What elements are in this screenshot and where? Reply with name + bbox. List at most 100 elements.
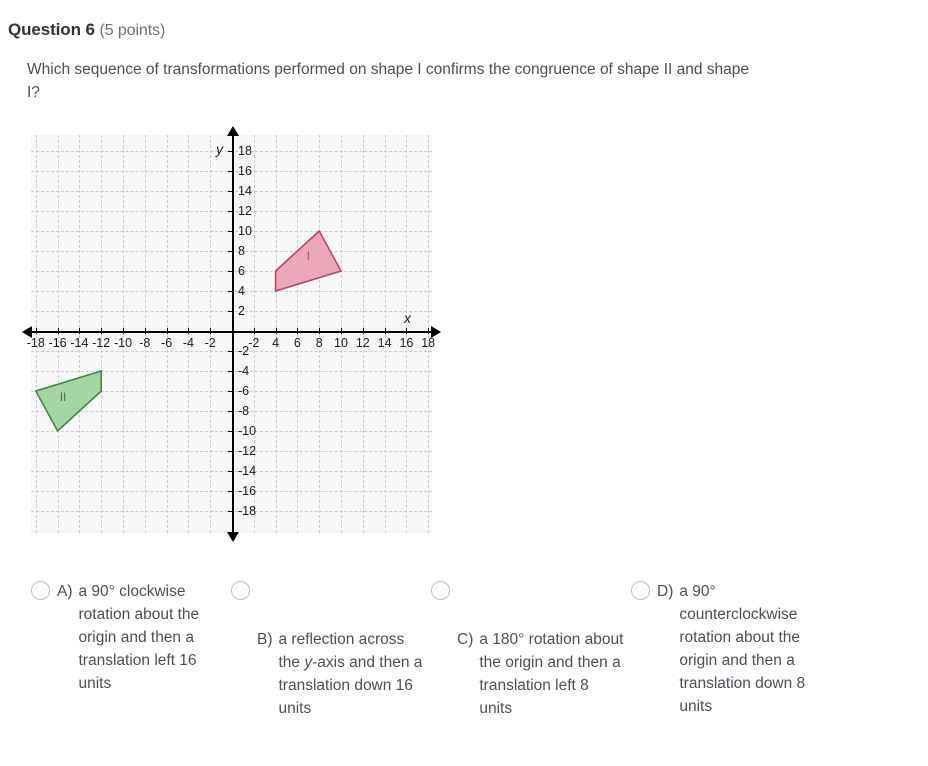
x-axis-tick [384, 328, 386, 334]
x-tick-label: 12 [355, 336, 370, 350]
x-axis-tick [79, 328, 81, 334]
y-axis-tick [228, 251, 234, 252]
y-axis-tick [228, 411, 234, 412]
y-axis-tick [228, 211, 234, 212]
y-axis-tick [228, 491, 234, 492]
gridline-vertical [101, 135, 103, 533]
y-axis-tick [228, 271, 234, 272]
y-tick-label: 12 [238, 204, 252, 218]
x-tick-label: 4 [272, 336, 280, 350]
y-tick-label: -2 [238, 344, 250, 358]
y-axis-tick [228, 351, 234, 352]
question-points: (5 points) [99, 22, 166, 39]
x-tick-label: -12 [92, 336, 111, 350]
shape-i [274, 229, 343, 293]
x-tick-label: 14 [377, 336, 392, 350]
y-axis-tick [228, 191, 234, 192]
y-axis-tick [228, 311, 234, 312]
option-b-text: a reflection across the y-axis and then … [278, 631, 423, 717]
y-tick-label: -4 [238, 364, 250, 378]
x-axis-line [31, 331, 432, 333]
option-b[interactable]: B) a reflection across the y-axis and th… [227, 575, 427, 760]
radio-option-d[interactable] [631, 581, 650, 600]
y-tick-label: 4 [238, 284, 245, 298]
radio-option-a[interactable] [31, 581, 50, 600]
gridline-vertical [79, 135, 81, 533]
shape-i-label: I [306, 249, 310, 263]
x-tick-label: -10 [113, 336, 133, 350]
y-axis-tick [228, 171, 234, 172]
x-tick-label: -4 [182, 336, 194, 350]
x-tick-label: -2 [204, 336, 216, 350]
gridline-vertical [406, 135, 408, 533]
x-axis-right-arrow-icon [431, 326, 441, 338]
x-axis-tick [406, 328, 408, 334]
x-tick-label: 16 [399, 336, 414, 350]
option-a-letter: A) [57, 583, 73, 600]
radio-option-b[interactable] [231, 581, 250, 600]
x-axis-tick [210, 328, 212, 334]
radio-option-c[interactable] [431, 581, 450, 600]
option-a[interactable]: A) a 90° clockwise rotation about the or… [27, 575, 227, 760]
question-header: Question 6 (5 points) [8, 20, 165, 40]
y-tick-label: -14 [238, 464, 257, 478]
y-tick-label: -6 [238, 384, 250, 398]
option-a-text: a 90° clockwise rotation about the origi… [78, 583, 200, 692]
option-d-text: a 90° counterclockwise rotation about th… [679, 583, 806, 715]
gridline-vertical [428, 135, 430, 533]
y-axis-tick [228, 471, 234, 472]
x-tick-label: 6 [293, 336, 301, 350]
y-tick-label: 18 [238, 144, 252, 158]
x-axis-tick [341, 328, 342, 334]
gridline-vertical [188, 135, 190, 533]
question-title: Question 6 [8, 20, 95, 39]
x-axis-tick [188, 328, 190, 334]
option-d-body: D) a 90° counterclockwise rotation about… [657, 580, 825, 718]
x-tick-label: -6 [161, 336, 173, 350]
y-tick-label: -8 [238, 404, 250, 418]
y-axis-tick [228, 391, 234, 392]
x-axis-tick [101, 328, 103, 334]
y-tick-label: 2 [238, 304, 245, 318]
gridline-vertical [319, 135, 321, 533]
x-axis-tick [319, 328, 321, 334]
graph-background [31, 135, 432, 533]
y-tick-label: 6 [238, 264, 245, 278]
x-axis-tick [35, 328, 37, 334]
x-axis-tick [57, 328, 59, 334]
option-d-letter: D) [657, 583, 674, 600]
gridline-vertical [210, 135, 212, 533]
option-c-body: C) a 180° rotation about the origin and … [457, 628, 625, 720]
gridline-vertical [144, 135, 146, 533]
y-axis-tick [228, 451, 234, 452]
coordinate-plane-graph: 18 16 14 12 10 8 6 4 2 -2 -4 -6 -8 -10 -12 -14 -16 -18 -18… [22, 126, 441, 542]
y-axis-label: y [216, 141, 223, 157]
gridline-vertical [123, 135, 124, 533]
x-axis-tick [144, 328, 146, 334]
x-tick-label: -18 [26, 336, 45, 350]
gridline-vertical [57, 135, 59, 533]
option-b-letter: B) [257, 631, 273, 648]
y-axis-down-arrow-icon [227, 532, 239, 542]
shape-ii-label: II [59, 390, 67, 404]
y-axis-tick [228, 291, 234, 292]
y-tick-label: -10 [238, 424, 257, 438]
y-tick-label: -12 [238, 444, 257, 458]
plotted-shapes [34, 229, 343, 433]
y-axis-tick [228, 511, 234, 512]
x-tick-label: -2 [248, 336, 260, 350]
x-tick-label: 10 [334, 336, 348, 350]
x-tick-label: -14 [70, 336, 89, 350]
gridline-vertical [341, 135, 342, 533]
option-c-letter: C) [457, 631, 474, 648]
x-axis-tick [362, 328, 364, 334]
y-axis-tick [228, 371, 234, 372]
x-tick-label: 18 [421, 336, 436, 350]
option-c[interactable]: C) a 180° rotation about the origin and … [427, 575, 627, 760]
option-d[interactable]: D) a 90° counterclockwise rotation about… [627, 575, 827, 760]
x-axis-tick [166, 328, 168, 334]
y-tick-label: 16 [238, 164, 252, 178]
x-axis-tick [297, 328, 299, 334]
x-axis-left-arrow-icon [22, 326, 32, 338]
x-axis-tick [123, 328, 124, 334]
